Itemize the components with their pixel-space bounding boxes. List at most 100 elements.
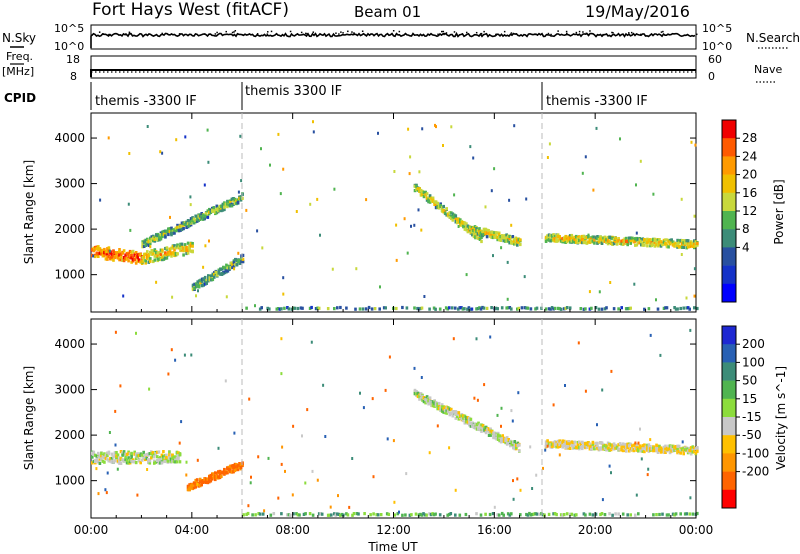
range-gate-cell [168, 227, 172, 231]
noise-cell [517, 391, 520, 395]
range-gate-cell [124, 256, 127, 260]
range-gate-cell [664, 242, 667, 246]
range-gate-cell [561, 238, 564, 242]
range-gate-cell [454, 214, 458, 218]
x-tick-label: 16:00 [477, 523, 512, 537]
range-gate-cell [470, 227, 474, 232]
range-gate-cell [416, 392, 420, 396]
range-gate-cell [235, 465, 238, 469]
noise-cell [510, 409, 513, 413]
noise-cell [281, 445, 284, 449]
range-gate-cell [213, 271, 216, 275]
range-gate-cell [177, 457, 180, 461]
range-gate-cell [555, 239, 558, 243]
colorbar-segment [722, 326, 736, 345]
noise-cell [693, 267, 696, 271]
range-gate-cell [182, 227, 185, 231]
range-gate-cell [509, 439, 512, 443]
nsearch-dot [589, 30, 591, 32]
range-gate-cell [431, 199, 435, 203]
range-gate-cell [141, 240, 144, 244]
noise-cell [634, 441, 637, 445]
noise-cell [196, 458, 199, 462]
noise-cell [649, 333, 652, 337]
noise-cell [420, 376, 423, 379]
range-gate-cell [420, 513, 424, 517]
range-gate-cell [260, 306, 263, 310]
range-gate-cell [510, 440, 514, 444]
noise-cell [263, 509, 266, 513]
noise-cell [633, 282, 636, 286]
range-gate-cell [463, 420, 467, 424]
range-gate-cell [670, 447, 673, 451]
nsearch-dot [392, 30, 395, 32]
range-gate-cell [92, 459, 96, 464]
noise-cell [564, 384, 566, 387]
range-gate-cell [422, 400, 426, 404]
noise-cell [282, 276, 285, 280]
range-gate-cell [578, 238, 581, 242]
range-gate-cell [479, 232, 483, 236]
range-gate-cell [649, 447, 652, 451]
range-gate-cell [632, 443, 636, 447]
range-gate-cell [219, 272, 222, 276]
range-gate-cell [223, 205, 226, 209]
range-gate-cell [454, 217, 458, 222]
range-gate-cell [229, 467, 232, 471]
range-gate-cell [214, 474, 217, 479]
noise-cell [105, 250, 108, 254]
range-gate-cell [189, 249, 193, 253]
range-gate-cell [94, 254, 97, 259]
range-gate-cell [676, 447, 679, 451]
noise-cell [114, 409, 117, 413]
range-gate-cell [489, 433, 492, 437]
noise-cell [239, 134, 242, 138]
range-gate-cell [612, 242, 616, 246]
range-gate-cell [696, 511, 699, 516]
range-gate-cell [121, 258, 124, 262]
range-gate-cell [156, 254, 160, 258]
range-gate-cell [471, 233, 474, 237]
range-gate-cell [133, 257, 136, 262]
range-gate-cell [104, 257, 108, 261]
noise-cell [693, 294, 696, 298]
range-gate-cell [608, 240, 611, 244]
range-gate-cell [538, 512, 542, 516]
range-gate-cell [680, 448, 684, 452]
noise-cell [423, 295, 426, 298]
cpid-segment-2: themis 3300 IF [245, 84, 342, 99]
range-gate-cell [670, 238, 673, 242]
range-gate-cell [475, 307, 478, 311]
range-gate-cell [515, 445, 518, 450]
range-gate-cell [547, 238, 551, 242]
range-gate-cell [462, 418, 465, 423]
range-gate-cell [223, 207, 226, 212]
range-gate-cell [463, 414, 467, 418]
range-gate-cell [544, 440, 548, 444]
range-gate-cell [649, 244, 652, 248]
range-gate-cell [179, 245, 182, 249]
range-gate-cell [562, 238, 566, 242]
range-gate-cell [116, 256, 120, 260]
range-gate-cell [209, 475, 213, 479]
range-gate-cell [101, 459, 105, 463]
noise-cell [417, 208, 420, 212]
nsearch-dot [441, 30, 443, 33]
range-gate-cell [200, 284, 204, 288]
range-gate-cell [517, 239, 521, 244]
nsky-tick-bottom: 10^0 [54, 40, 84, 53]
range-gate-cell [686, 451, 690, 455]
range-gate-cell [611, 242, 614, 246]
range-gate-cell [232, 470, 235, 474]
range-gate-cell [584, 307, 587, 311]
range-gate-cell [150, 237, 154, 241]
range-gate-cell [659, 450, 663, 454]
range-gate-cell [584, 241, 587, 245]
range-gate-cell [562, 439, 566, 443]
range-gate-cell [201, 213, 205, 217]
range-gate-cell [500, 306, 504, 310]
range-gate-cell [603, 307, 607, 311]
range-gate-cell [245, 306, 248, 310]
noise-cell [161, 151, 164, 155]
